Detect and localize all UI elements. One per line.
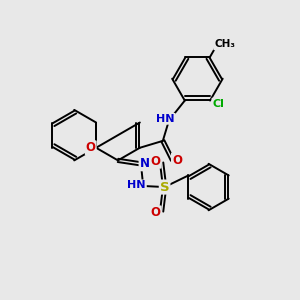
Text: O: O [151, 206, 161, 219]
Text: N: N [140, 158, 149, 170]
Text: O: O [151, 155, 161, 168]
Text: CH₃: CH₃ [214, 39, 235, 50]
Text: HN: HN [156, 114, 175, 124]
Text: S: S [160, 181, 169, 194]
Text: HN: HN [128, 180, 146, 190]
Text: O: O [172, 154, 182, 166]
Text: O: O [86, 141, 96, 154]
Text: Cl: Cl [212, 99, 224, 109]
